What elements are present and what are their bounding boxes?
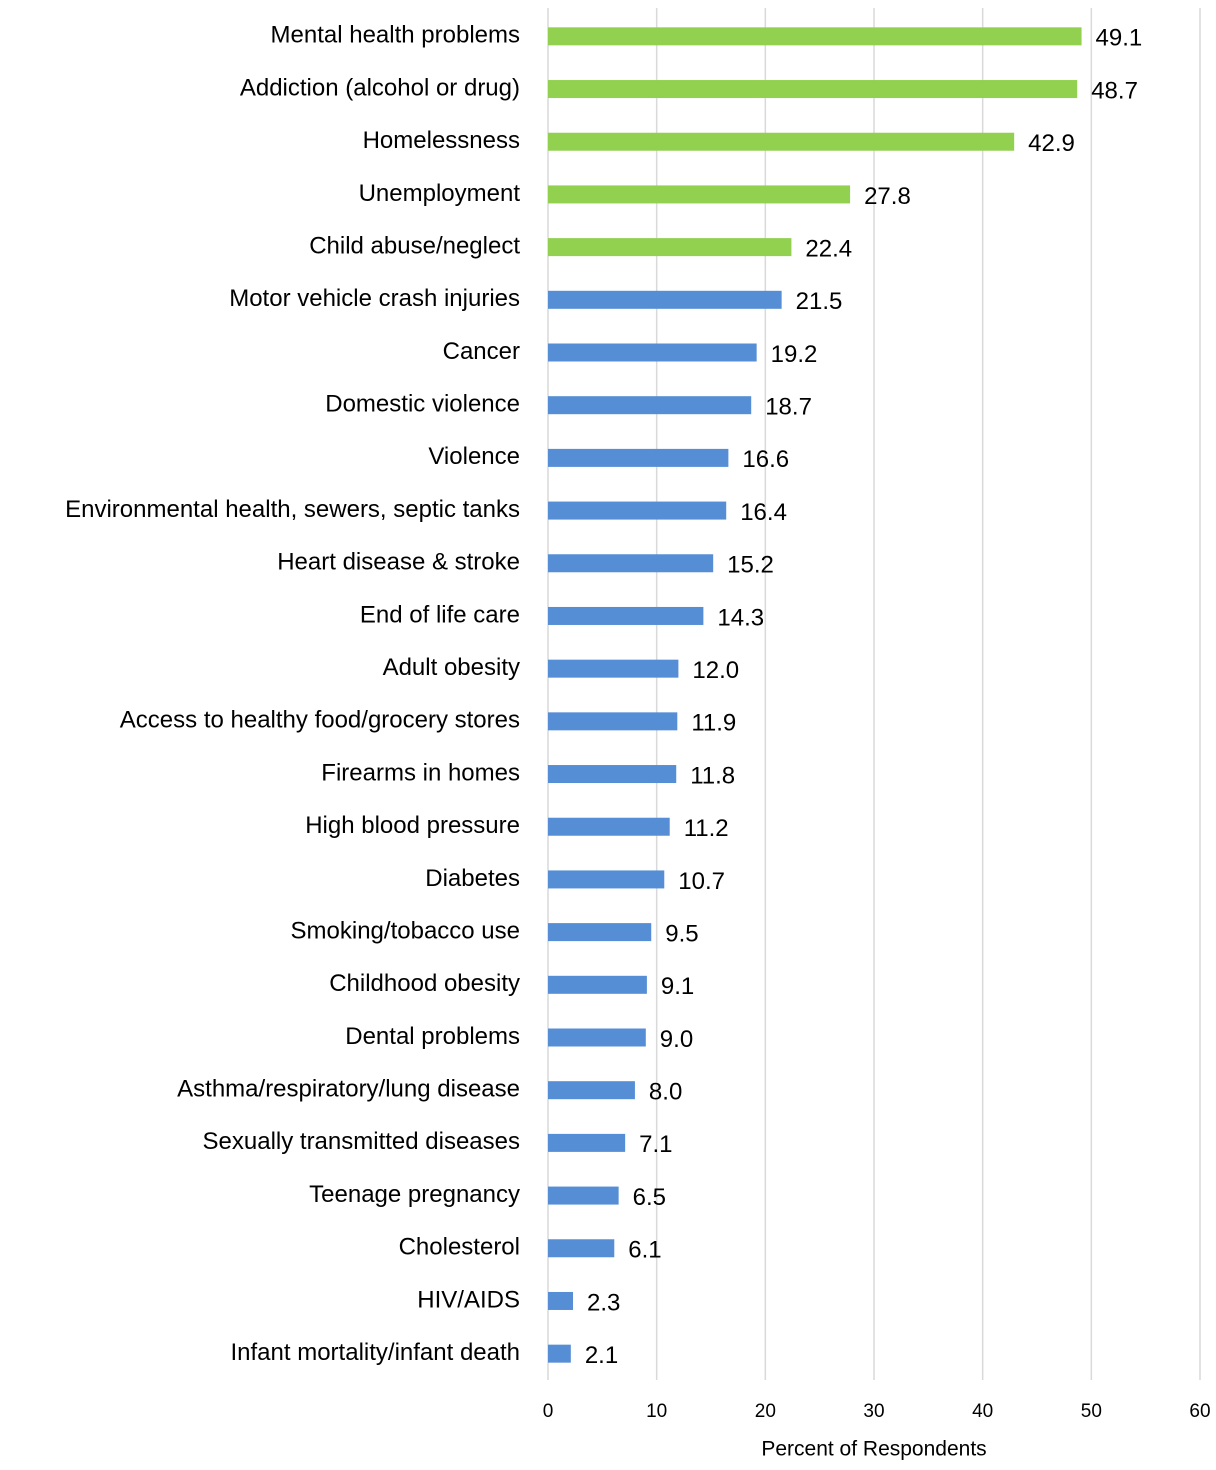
bar [548, 343, 757, 362]
category-label: High blood pressure [305, 812, 520, 839]
bar [548, 975, 647, 994]
category-label: Sexually transmitted diseases [203, 1128, 520, 1155]
category-label: End of life care [360, 601, 520, 628]
category-label: Access to healthy food/grocery stores [120, 707, 520, 734]
bar [548, 1133, 626, 1152]
category-label: Unemployment [359, 180, 521, 207]
bar [548, 501, 727, 520]
value-label: 48.7 [1091, 77, 1138, 104]
x-tick-label: 60 [1189, 1401, 1210, 1422]
value-label: 11.9 [691, 710, 736, 737]
value-label: 42.9 [1028, 130, 1075, 157]
bar [548, 606, 704, 625]
category-label: Motor vehicle crash injuries [229, 285, 520, 312]
value-label: 6.1 [628, 1237, 661, 1264]
value-label: 10.7 [678, 868, 725, 895]
category-label: Asthma/respiratory/lung disease [177, 1076, 520, 1103]
bar [548, 1081, 635, 1100]
value-label: 11.8 [690, 762, 735, 789]
value-label: 49.1 [1096, 25, 1143, 52]
category-label: Homelessness [363, 127, 520, 154]
x-tick-label: 10 [646, 1401, 667, 1422]
bar [548, 80, 1078, 99]
x-tick-label: 20 [755, 1401, 776, 1422]
value-label: 16.6 [742, 446, 789, 473]
x-axis-title: Percent of Respondents [761, 1438, 986, 1461]
category-label: Mental health problems [271, 22, 520, 49]
value-label: 11.2 [684, 815, 729, 842]
value-label: 18.7 [765, 394, 812, 421]
bar [548, 765, 677, 784]
x-tick-label: 0 [543, 1401, 554, 1422]
bar [548, 1028, 646, 1047]
bar [548, 1291, 573, 1310]
bar [548, 659, 679, 678]
category-label: HIV/AIDS [417, 1286, 520, 1313]
category-label: Infant mortality/infant death [231, 1339, 521, 1366]
category-label: Cancer [443, 338, 520, 365]
value-label: 21.5 [796, 288, 843, 315]
category-label: Addiction (alcohol or drug) [240, 74, 520, 101]
bar [548, 923, 652, 942]
bar [548, 712, 678, 731]
value-label: 9.1 [661, 973, 694, 1000]
category-label: Childhood obesity [329, 970, 520, 997]
category-label: Cholesterol [399, 1234, 520, 1261]
value-label: 2.1 [585, 1342, 618, 1369]
category-label: Smoking/tobacco use [291, 917, 520, 944]
x-tick-label: 30 [863, 1401, 884, 1422]
value-label: 6.5 [633, 1184, 666, 1211]
category-label: Dental problems [345, 1023, 520, 1050]
value-label: 7.1 [639, 1131, 672, 1158]
category-label: Teenage pregnancy [309, 1181, 520, 1208]
category-label: Domestic violence [325, 391, 520, 418]
category-label: Heart disease & stroke [277, 549, 520, 576]
bar [548, 448, 729, 467]
value-label: 12.0 [692, 657, 739, 684]
x-tick-label: 50 [1081, 1401, 1102, 1422]
category-label: Child abuse/neglect [309, 232, 520, 259]
value-label: 14.3 [717, 604, 764, 631]
bar [548, 132, 1015, 151]
bar [548, 554, 714, 573]
bar [548, 817, 670, 836]
value-label: 8.0 [649, 1079, 682, 1106]
category-label: Diabetes [425, 865, 520, 892]
category-label: Violence [428, 443, 520, 470]
bar [548, 396, 752, 415]
category-label: Firearms in homes [321, 759, 520, 786]
value-label: 15.2 [727, 552, 774, 579]
bar [548, 27, 1082, 46]
category-label: Environmental health, sewers, septic tan… [65, 496, 520, 523]
value-label: 22.4 [805, 235, 852, 262]
value-label: 27.8 [864, 183, 911, 210]
bar [548, 238, 792, 257]
bar [548, 1186, 619, 1205]
value-label: 2.3 [587, 1289, 620, 1316]
x-tick-label: 40 [972, 1401, 993, 1422]
bar [548, 185, 851, 204]
value-label: 16.4 [740, 499, 787, 526]
value-label: 9.5 [665, 920, 698, 947]
value-label: 9.0 [660, 1026, 693, 1053]
bar [548, 290, 782, 309]
bar [548, 1344, 571, 1363]
value-label: 19.2 [771, 341, 818, 368]
bar [548, 870, 665, 889]
category-label: Adult obesity [383, 654, 520, 681]
bar [548, 1239, 615, 1258]
